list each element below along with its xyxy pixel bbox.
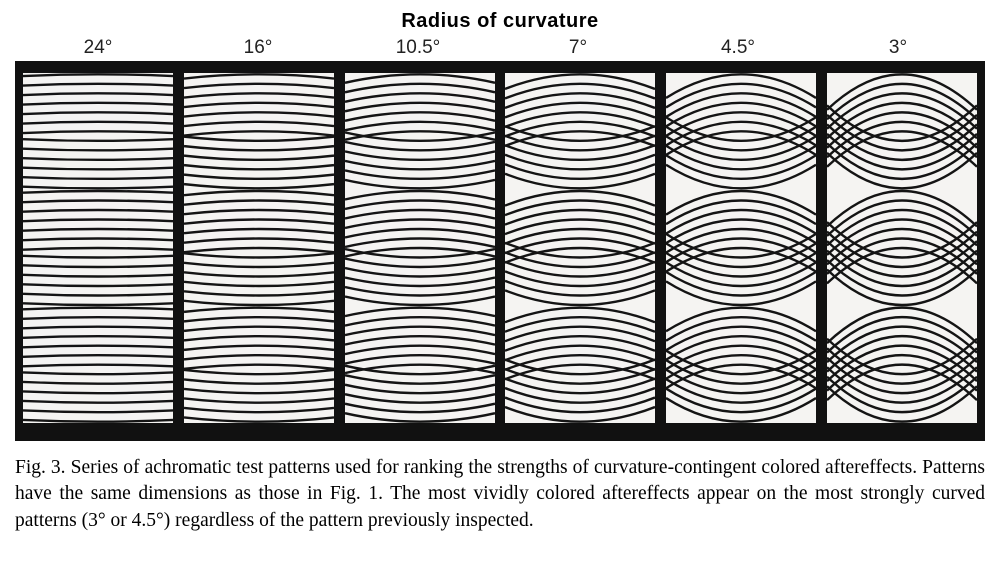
panel-label: 24° [23,37,173,59]
pattern-panel [23,73,173,423]
pattern-panel [184,73,334,423]
caption-body: Series of achromatic test patterns used … [15,457,985,531]
pattern-panel [345,73,495,423]
figure-title: Radius of curvature [10,10,990,33]
pattern-panel [505,73,655,423]
panel-labels-row: 24° 16° 10.5° 7° 4.5° 3° [15,37,985,59]
panel-label: 10.5° [343,37,493,59]
caption-lead: Fig. 3. [15,457,66,478]
panel-label: 16° [183,37,333,59]
panel-label: 3° [823,37,973,59]
pattern-panel [666,73,816,423]
pattern-panel [827,73,977,423]
panel-label: 7° [503,37,653,59]
figure-caption: Fig. 3. Series of achromatic test patter… [15,455,985,534]
panel-label: 4.5° [663,37,813,59]
figure-frame [15,61,985,441]
